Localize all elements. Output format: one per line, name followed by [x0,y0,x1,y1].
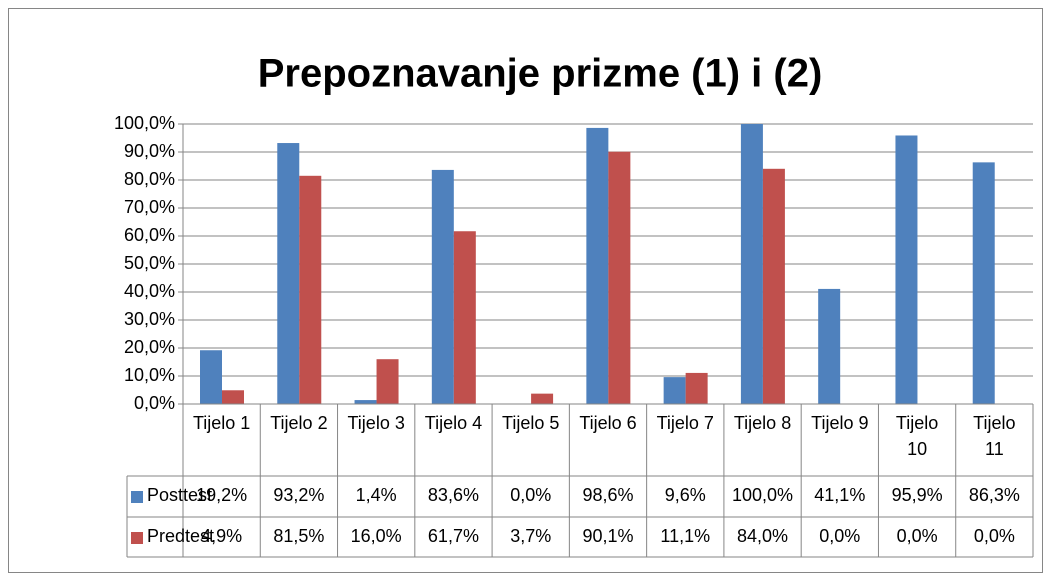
category-label: Tijelo 3 [347,413,405,433]
value-label: 93,2% [273,485,325,505]
value-label: 11,1% [660,526,711,546]
value-label: 0,0% [819,526,861,546]
bar [818,288,841,404]
bar [586,127,609,405]
y-tick-label: 80,0% [124,169,175,189]
bar [354,400,377,404]
y-tick-label: 60,0% [124,225,175,245]
value-label: 90,1% [582,526,634,546]
value-label: 19,2% [196,485,248,505]
category-label: Tijelo 9 [811,413,869,433]
bar [740,124,763,404]
value-label: 16,0% [350,526,402,546]
category-label: Tijelo 11 [973,413,1016,459]
bar [531,393,554,404]
category-label: Tijelo 6 [579,413,637,433]
bar [608,151,631,404]
bar [972,162,995,404]
legend-swatch [131,532,143,544]
chart-title: Prepoznavanje prizme (1) i (2) [258,52,823,96]
value-label: 1,4% [355,485,397,505]
bar [200,350,222,404]
bar [685,372,708,404]
value-label: 3,7% [510,526,552,546]
legend-swatch [131,491,143,503]
value-label: 0,0% [973,526,1015,546]
value-label: 81,5% [273,526,325,546]
value-label: 98,6% [582,485,634,505]
y-tick-label: 0,0% [134,393,175,413]
value-label: 41,1% [814,485,866,505]
y-tick-label: 30,0% [124,309,175,329]
value-label: 83,6% [427,485,479,505]
y-tick-label: 10,0% [124,365,175,385]
category-label: Tijelo 1 [192,413,251,433]
category-label: Tijelo 7 [656,413,714,433]
category-label: Tijelo 2 [270,413,328,433]
y-tick-label: 40,0% [124,281,175,301]
legend-label: Posttest [147,485,213,505]
y-tick-label: 100,0% [114,113,175,133]
value-label: 86,3% [968,485,1020,505]
bar [431,169,454,404]
bar [762,168,785,404]
bar [222,390,244,404]
chart-border [8,8,1043,573]
value-label: 100,0% [732,485,794,505]
y-tick-label: 70,0% [124,197,175,217]
category-label: Tijelo 4 [424,413,483,433]
category-label: Tijelo 8 [733,413,792,433]
y-tick-label: 50,0% [124,253,175,273]
category-label: Tijelo 5 [502,413,560,433]
bar [277,143,300,405]
bar [663,377,686,404]
category-label: Tijelo 10 [895,413,939,459]
legend-label: Predtest [147,526,215,546]
value-label: 61,7% [427,526,479,546]
value-label: 9,6% [664,485,706,505]
bar [376,359,399,404]
y-tick-label: 90,0% [124,141,175,161]
value-label: 0,0% [896,526,938,546]
y-tick-label: 20,0% [124,337,175,357]
bar [453,231,476,404]
value-label: 0,0% [510,485,552,505]
bar [895,135,918,405]
bar [299,175,322,404]
value-label: 95,9% [891,485,943,505]
value-label: 4,9% [201,526,243,546]
value-label: 84,0% [737,526,789,546]
